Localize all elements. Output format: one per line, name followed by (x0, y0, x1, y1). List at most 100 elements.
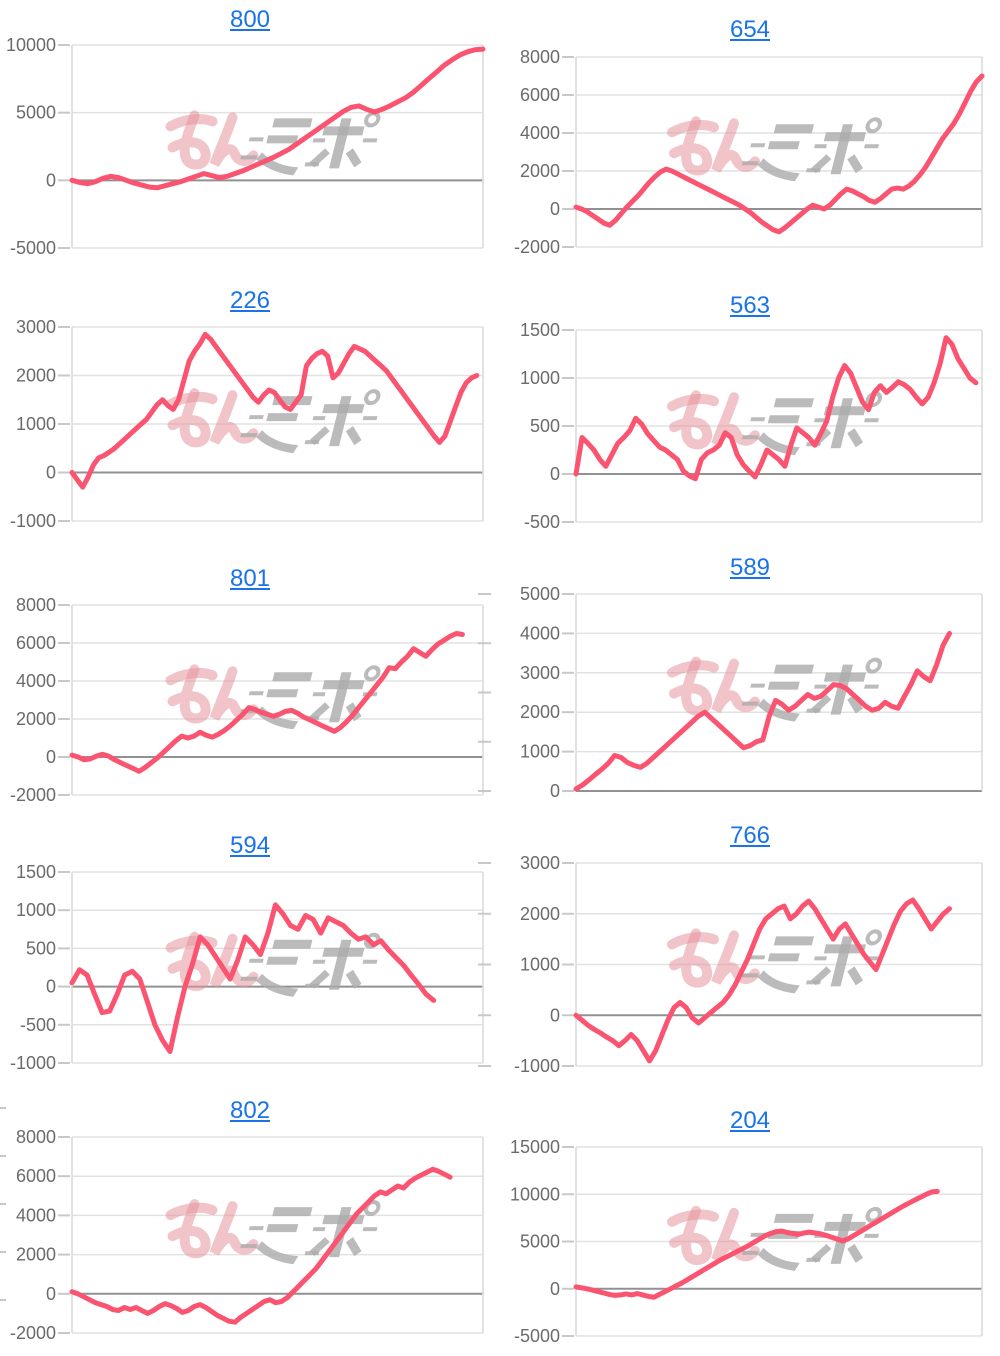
watermark-gray-part (240, 389, 381, 454)
y-axis-label: 1000 (520, 955, 560, 975)
y-axis-label: 2000 (520, 161, 560, 181)
y-axis-label: 0 (550, 464, 560, 484)
chart-594: 594 1500 1000 500 0 -500 -1000 (0, 824, 500, 1073)
y-axis-label: 2000 (16, 366, 56, 386)
y-axis-label: -5000 (514, 1326, 560, 1346)
watermark-minrepo (667, 116, 883, 182)
data-line (573, 73, 985, 235)
y-axis-label: 4000 (16, 1205, 56, 1225)
y-axis-label: 0 (46, 463, 56, 483)
y-axis-label: 500 (26, 938, 56, 958)
watermark-pink-part (165, 388, 259, 448)
chart-title-link[interactable]: 800 (229, 6, 271, 33)
y-axis-label: 0 (550, 1005, 560, 1025)
y-axis-label: 4000 (16, 671, 56, 691)
y-axis-label: 5000 (520, 1232, 560, 1252)
y-axis-label: 0 (46, 747, 56, 767)
chart-plot: 3000 2000 1000 0 -1000 (10, 317, 484, 531)
chart-589: 589 5000 4000 3000 2000 1000 0 (500, 545, 1000, 801)
y-axis-label: 1500 (16, 862, 56, 882)
data-line (69, 1166, 453, 1325)
data-line (69, 631, 465, 774)
chart-802: 802 8000 6000 4000 2000 0 -2000 (0, 1090, 500, 1343)
chart-title-link[interactable]: 766 (729, 822, 771, 849)
chart-563: 563 1500 1000 500 0 -500 (500, 285, 1000, 532)
chart-title-link[interactable]: 594 (229, 832, 271, 859)
y-axis-label: 0 (550, 1279, 560, 1299)
y-axis-label: 1000 (520, 368, 560, 388)
watermark-pink-part (667, 928, 760, 988)
watermark-gray-part (741, 117, 883, 182)
y-axis-label: 5000 (520, 584, 560, 604)
y-axis-label: -1000 (10, 1053, 56, 1073)
chart-title-link[interactable]: 226 (229, 287, 271, 314)
y-axis-label: 8000 (520, 47, 560, 67)
y-axis-label: 0 (550, 781, 560, 801)
chart-plot: 10000 5000 0 -5000 (6, 35, 486, 258)
y-axis-label: 0 (550, 199, 560, 219)
y-axis-label: -2000 (10, 1323, 56, 1343)
data-line (573, 335, 979, 482)
chart-766: 766 3000 2000 1000 0 -1000 (500, 814, 1000, 1076)
chart-801: 801 8000 6000 4000 2000 0 -2000 (0, 558, 500, 805)
chart-title-link[interactable]: 204 (729, 1107, 771, 1134)
y-axis-label: 4000 (520, 623, 560, 643)
chart-204: 204 15000 10000 5000 0 -5000 (500, 1090, 1000, 1346)
data-line (69, 46, 486, 191)
y-axis-label: 1000 (520, 742, 560, 762)
y-axis-label: 6000 (16, 1166, 56, 1186)
y-axis-label: -500 (20, 1015, 56, 1035)
y-axis-label: 0 (46, 1284, 56, 1304)
y-axis-label: 4000 (520, 123, 560, 143)
watermark-pink-part (667, 390, 760, 450)
y-axis-label: 2000 (16, 709, 56, 729)
watermark-pink-part (165, 1199, 259, 1259)
y-axis-label: 15000 (510, 1137, 560, 1157)
y-axis-label: 2000 (520, 702, 560, 722)
chart-654: 654 8000 6000 4000 2000 0 -2000 (500, 0, 1000, 257)
y-axis-label: -5000 (10, 238, 56, 258)
y-axis-label: 1000 (16, 900, 56, 920)
chart-title-link[interactable]: 589 (729, 554, 771, 581)
watermark-gray-part (240, 111, 381, 176)
data-line (573, 630, 952, 792)
y-axis-label: 10000 (510, 1184, 560, 1204)
chart-plot: 1500 1000 500 0 -500 (520, 320, 983, 532)
chart-title-link[interactable]: 802 (229, 1097, 271, 1124)
data-line (69, 331, 480, 490)
chart-plot: 5000 4000 3000 2000 1000 0 (520, 584, 983, 801)
watermark-pink-part (667, 116, 760, 176)
chart-plot: 8000 6000 4000 2000 0 -2000 (514, 47, 985, 257)
y-axis-label: 10000 (6, 35, 56, 55)
y-axis-label: 2000 (16, 1245, 56, 1265)
chart-title-link[interactable]: 801 (229, 565, 271, 592)
y-axis-label: 8000 (16, 595, 56, 615)
watermark-minrepo (165, 664, 381, 730)
y-axis-label: 2000 (520, 904, 560, 924)
watermark-minrepo (667, 390, 883, 456)
y-axis-label: -500 (524, 512, 560, 532)
watermark-minrepo (667, 656, 883, 722)
y-axis-label: 6000 (16, 633, 56, 653)
watermark-gray-part (741, 657, 883, 722)
watermark-minrepo (667, 1205, 883, 1271)
chart-plot: 8000 6000 4000 2000 0 -2000 (10, 595, 484, 805)
chart-plot: 1500 1000 500 0 -500 -1000 (10, 862, 484, 1073)
chart-226: 226 3000 2000 1000 0 -1000 (0, 280, 500, 531)
chart-title-link[interactable]: 654 (729, 16, 771, 43)
data-line (573, 1188, 940, 1300)
watermark-minrepo (165, 110, 381, 176)
chart-800: 800 10000 5000 0 -5000 (0, 0, 500, 258)
y-axis-label: -2000 (10, 785, 56, 805)
y-axis-label: 1000 (16, 414, 56, 434)
y-axis-label: 3000 (520, 853, 560, 873)
y-axis-label: 0 (46, 977, 56, 997)
watermark-gray-part (741, 929, 883, 994)
chart-plot: 15000 10000 5000 0 -5000 (510, 1137, 983, 1346)
chart-title-link[interactable]: 563 (729, 292, 771, 319)
watermark-pink-part (667, 656, 760, 716)
y-axis-label: -1000 (10, 511, 56, 531)
y-axis-label: 3000 (520, 663, 560, 683)
watermark-minrepo (165, 388, 381, 454)
